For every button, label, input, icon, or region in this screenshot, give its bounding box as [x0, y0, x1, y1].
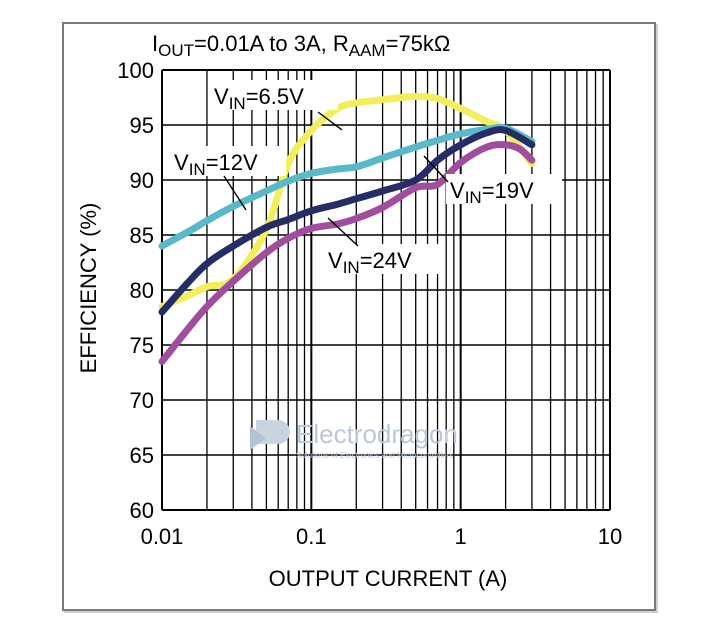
svg-text:VIN=6.5V: VIN=6.5V	[214, 84, 304, 113]
x-tick-label: 10	[598, 524, 622, 549]
x-axis-title: OUTPUT CURRENT (A)	[269, 566, 508, 591]
chart-title: IOUT=0.01A to 3A, RAAM=75kΩ	[152, 31, 450, 60]
x-tick-label: 0.01	[141, 524, 184, 549]
svg-text:VIN=24V: VIN=24V	[328, 248, 412, 277]
watermark-tagline: Solutions of Electronics and Microcontro…	[296, 451, 453, 460]
watermark-brand: Electrodragon	[296, 419, 458, 449]
y-tick-label: 80	[130, 278, 154, 303]
y-tick-label: 70	[130, 388, 154, 413]
leader-vin-24v	[327, 217, 359, 247]
leader-vin-12v	[223, 175, 247, 211]
y-axis-title: EFFICIENCY (%)	[76, 203, 101, 374]
series-label-vin-24v: VIN=24V	[324, 244, 442, 277]
y-tick-label: 60	[130, 498, 154, 523]
series-line-vin-19v	[158, 126, 536, 316]
x-tick-label: 1	[455, 524, 467, 549]
x-tick-label: 0.1	[296, 524, 327, 549]
y-tick-label: 85	[130, 223, 154, 248]
series-line-vin-24v	[158, 141, 536, 365]
svg-text:VIN=19V: VIN=19V	[450, 178, 534, 207]
y-tick-label: 65	[130, 443, 154, 468]
svg-text:VIN=12V: VIN=12V	[174, 150, 258, 179]
series-line-vin-12v	[158, 124, 536, 250]
y-tick-label: 90	[130, 168, 154, 193]
y-tick-label: 75	[130, 333, 154, 358]
y-tick-label: 100	[117, 58, 154, 83]
chart-series	[158, 92, 536, 365]
watermark-logo-icon	[250, 420, 290, 450]
y-tick-label: 95	[130, 113, 154, 138]
series-line-vin-6-5v	[158, 92, 536, 310]
series-label-vin-19v: VIN=19V	[446, 174, 562, 207]
label-leader-lines	[223, 111, 449, 247]
leader-vin-6-5v	[317, 111, 343, 131]
series-label-vin-6-5v: VIN=6.5V	[210, 80, 338, 113]
leader-vin-19v	[423, 155, 449, 183]
tick-labels: 60 65 70 75 80 85 90 95 100 0.01 0.1 1 10	[117, 58, 622, 549]
series-label-vin-12v: VIN=12V	[170, 146, 286, 179]
watermark: Electrodragon Solutions of Electronics a…	[250, 419, 458, 460]
